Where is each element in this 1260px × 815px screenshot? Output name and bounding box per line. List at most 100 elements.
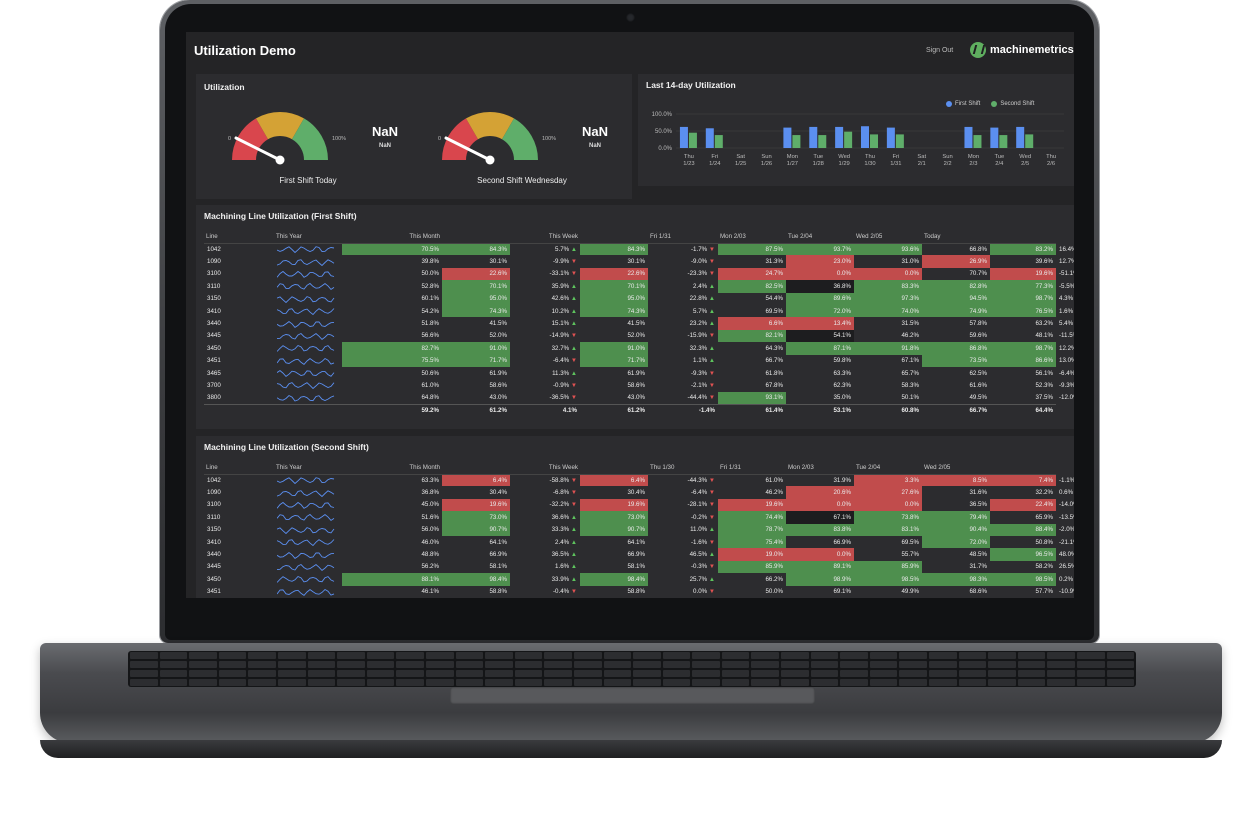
sparkline bbox=[277, 526, 335, 534]
key bbox=[366, 679, 395, 686]
arrow-down-icon: ▼ bbox=[570, 588, 577, 596]
table-row[interactable]: 1042 63.3% 6.4% -58.8% ▼ 6.4% -44.3% ▼ 61.0% 31… bbox=[204, 474, 1074, 487]
brand-logo[interactable]: machinemetrics bbox=[970, 42, 1074, 58]
column-header[interactable]: Fri 1/31 bbox=[718, 462, 786, 475]
column-header[interactable]: This Week bbox=[510, 462, 580, 475]
column-header[interactable] bbox=[990, 231, 1056, 244]
table-row[interactable]: 3410 54.2% 74.3% 10.2% ▲ 74.3% 5.7% ▲ 69.5% 72.… bbox=[204, 304, 1073, 318]
sparkline bbox=[277, 370, 335, 378]
month-delta: 36.5% ▲ bbox=[551, 551, 577, 559]
day-value: 20.6% bbox=[786, 486, 854, 499]
table-row[interactable]: 3445 56.6% 52.0% -14.9% ▼ 52.0% -15.9% ▼ 82.1%… bbox=[204, 329, 1074, 343]
column-header[interactable] bbox=[990, 462, 1056, 475]
day-value: 87.5% bbox=[718, 243, 786, 256]
year-value: 75.5% bbox=[342, 354, 442, 367]
column-header[interactable]: This Month bbox=[342, 462, 442, 475]
x-tick-label: Fri bbox=[711, 154, 718, 160]
gauge-label: Second Shift Wednesday bbox=[477, 176, 567, 185]
sparkline-cell bbox=[274, 511, 342, 523]
sparkline-cell bbox=[274, 561, 342, 573]
column-header[interactable] bbox=[442, 231, 510, 244]
table-row[interactable]: 3450 88.1% 98.4% 33.9% ▲ 98.4% 25.7% ▲ 66.2% 98… bbox=[204, 573, 1073, 586]
key bbox=[781, 670, 809, 677]
year-value: 50.6% bbox=[421, 369, 439, 377]
year-value: 46.0% bbox=[421, 538, 439, 546]
gauge-first-shift bbox=[232, 112, 328, 165]
today-delta: -13.5% ▼ bbox=[1059, 513, 1074, 521]
column-header[interactable]: Line bbox=[204, 231, 274, 244]
column-header[interactable]: Mon 2/03 bbox=[718, 231, 786, 244]
week-value: 73.0% bbox=[580, 511, 648, 524]
table-header-row: Line This Year This Month This Week Thu 1/30… bbox=[204, 462, 1066, 475]
table-row[interactable]: 3451 75.5% 71.7% -6.4% ▼ 71.7% 1.1% ▲ 66.7% 59.… bbox=[204, 354, 1074, 367]
arrow-down-icon: ▼ bbox=[708, 381, 715, 389]
column-header[interactable]: Mon 2/03 bbox=[786, 462, 854, 475]
sign-out-link[interactable]: Sign Out bbox=[926, 47, 954, 54]
day-value: 66.8% bbox=[969, 245, 987, 253]
table-row[interactable]: 3100 50.0% 22.6% -33.1% ▼ 22.6% -23.3% ▼ 24.7%… bbox=[204, 267, 1074, 281]
key bbox=[544, 652, 572, 659]
day-value: 74.0% bbox=[854, 304, 922, 318]
table-row[interactable]: 3410 46.0% 64.1% 2.4% ▲ 64.1% -1.6% ▼ 75.4% 66.… bbox=[204, 535, 1074, 549]
table-row[interactable]: 3451 46.1% 58.8% -0.4% ▼ 58.8% 0.0% ▼ 50.0% 69.… bbox=[204, 586, 1074, 598]
arrow-down-icon: ▼ bbox=[570, 381, 577, 389]
table-row[interactable]: 1090 36.8% 30.4% -6.8% ▼ 30.4% -6.4% ▼ 46.2% 20… bbox=[204, 486, 1073, 499]
table-row[interactable]: 3150 60.1% 95.0% 42.6% ▲ 95.0% 22.8% ▲ 54.4% 89… bbox=[204, 292, 1073, 305]
key bbox=[721, 679, 750, 686]
year-value: 56.0% bbox=[421, 526, 439, 534]
table-row[interactable]: 3110 51.6% 73.0% 36.6% ▲ 73.0% -0.2% ▼ 74.4% 67… bbox=[204, 511, 1074, 524]
sparkline-cell bbox=[274, 536, 342, 548]
arrow-down-icon: ▼ bbox=[708, 394, 715, 402]
column-header[interactable]: This Year bbox=[274, 231, 342, 244]
table-row[interactable]: 3800 64.8% 43.0% -36.5% ▼ 43.0% -44.4% ▼ 93.1%… bbox=[204, 391, 1074, 405]
column-header[interactable]: This Week bbox=[510, 231, 580, 244]
column-header[interactable]: Fri 1/31 bbox=[648, 231, 718, 244]
key bbox=[218, 652, 247, 659]
table-row[interactable]: 3440 51.8% 41.5% 15.1% ▲ 41.5% 23.2% ▲ 6.6% 13.… bbox=[204, 317, 1073, 330]
column-header[interactable]: Thu 1/30 bbox=[648, 462, 718, 475]
week-delta: 0.0% ▼ bbox=[693, 588, 715, 596]
arrow-up-icon: ▲ bbox=[570, 538, 577, 546]
table-row[interactable]: 1042 70.5% 84.3% 5.7% ▲ 84.3% -1.7% ▼ 87.5% 93.… bbox=[204, 243, 1074, 256]
key bbox=[751, 661, 780, 668]
column-header[interactable]: This Month bbox=[342, 231, 442, 244]
column-header[interactable]: Wed 2/05 bbox=[854, 231, 922, 244]
column-header[interactable] bbox=[580, 231, 648, 244]
column-header[interactable]: Tue 2/04 bbox=[854, 462, 922, 475]
table-row[interactable]: 3450 82.7% 91.0% 32.7% ▲ 91.0% 32.3% ▲ 64.3% 87… bbox=[204, 342, 1074, 355]
today-value: 19.6% bbox=[990, 267, 1056, 281]
key bbox=[869, 679, 898, 686]
month-value: 58.1% bbox=[489, 563, 507, 571]
total-value: 66.7% bbox=[922, 403, 990, 417]
key bbox=[1017, 661, 1046, 668]
sparkline-cell bbox=[274, 548, 342, 560]
table-row[interactable]: 3440 48.8% 66.9% 36.5% ▲ 66.9% 46.5% ▲ 19.0% 0.… bbox=[204, 548, 1074, 561]
column-header[interactable] bbox=[442, 462, 510, 475]
table-row[interactable]: 3700 61.0% 58.6% -0.9% ▼ 58.6% -2.1% ▼ 67.8% 62… bbox=[204, 379, 1074, 391]
table-row[interactable]: 3465 50.6% 61.9% 11.3% ▲ 61.9% -9.3% ▼ 61.8% 63… bbox=[204, 367, 1074, 379]
sparkline-cell bbox=[274, 355, 342, 367]
column-header[interactable]: Line bbox=[204, 462, 274, 475]
table-row[interactable]: 3110 52.8% 70.1% 35.9% ▲ 70.1% 2.4% ▲ 82.5% 36.… bbox=[204, 280, 1074, 293]
day-value: 23.0% bbox=[786, 255, 854, 268]
bar bbox=[870, 134, 878, 148]
month-value: 90.7% bbox=[442, 523, 510, 536]
week-delta: -23.3% ▼ bbox=[687, 270, 715, 278]
day-value: 67.1% bbox=[901, 357, 919, 365]
table-row[interactable]: 3100 45.0% 19.6% -32.2% ▼ 19.6% -28.1% ▼ 19.6%… bbox=[204, 498, 1074, 512]
column-header[interactable]: Wed 2/05 bbox=[922, 462, 990, 475]
table-row[interactable]: 3445 56.2% 58.1% 1.6% ▲ 58.1% -0.3% ▼ 85.9% 89.… bbox=[204, 560, 1074, 574]
month-delta: -6.8% ▼ bbox=[552, 489, 577, 497]
column-header[interactable]: Today bbox=[922, 231, 990, 244]
column-header[interactable]: Tue 2/04 bbox=[786, 231, 854, 244]
column-header[interactable] bbox=[580, 462, 648, 475]
key bbox=[130, 679, 158, 686]
table-row[interactable]: 3150 56.0% 90.7% 33.3% ▲ 90.7% 11.0% ▲ 78.7% 83… bbox=[204, 523, 1074, 536]
app-title: Utilization Demo bbox=[194, 43, 296, 58]
year-value: 88.1% bbox=[342, 573, 442, 586]
column-header[interactable]: This Year bbox=[274, 462, 342, 475]
arrow-down-icon: ▼ bbox=[708, 513, 715, 521]
table-row[interactable]: 1090 39.8% 30.1% -9.9% ▼ 30.1% -9.0% ▼ 31.3% 23… bbox=[204, 255, 1074, 268]
key bbox=[248, 670, 276, 677]
week-delta: 11.0% ▲ bbox=[690, 526, 715, 534]
